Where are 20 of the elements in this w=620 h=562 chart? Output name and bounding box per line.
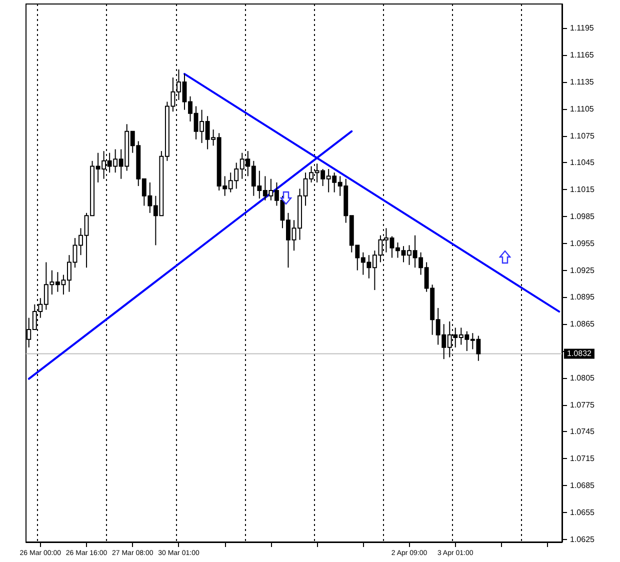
y-tick-label: 1.0685: [570, 481, 596, 490]
y-tick-label: 1.0955: [570, 238, 596, 248]
y-tick-label: 1.0985: [570, 212, 596, 222]
y-tick-label: 1.1075: [570, 131, 596, 140]
y-tick-label: 1.1105: [570, 104, 594, 114]
y-tick-label: 1.0895: [570, 292, 596, 302]
y-tick-label: 1.0625: [570, 534, 596, 544]
y-tick-label: 1.0775: [570, 400, 596, 410]
y-tick-label: 1.0655: [570, 508, 596, 517]
y-tick-label: 1.0745: [570, 427, 596, 436]
y-tick-label: 1.0925: [570, 266, 596, 275]
y-tick-label: 1.1195: [570, 24, 594, 33]
y-tick-label: 1.1045: [570, 158, 596, 168]
y-tick-label: 1.1015: [570, 185, 596, 194]
y-tick-label: 1.1165: [570, 50, 594, 60]
y-tick-label: 1.0715: [570, 454, 596, 464]
y-tick-label: 1.1135: [570, 78, 594, 87]
y-tick-label: 1.0805: [570, 373, 596, 382]
ref-line-label: 1.0832: [567, 349, 592, 358]
y-tick-label: 1.0865: [570, 320, 596, 329]
